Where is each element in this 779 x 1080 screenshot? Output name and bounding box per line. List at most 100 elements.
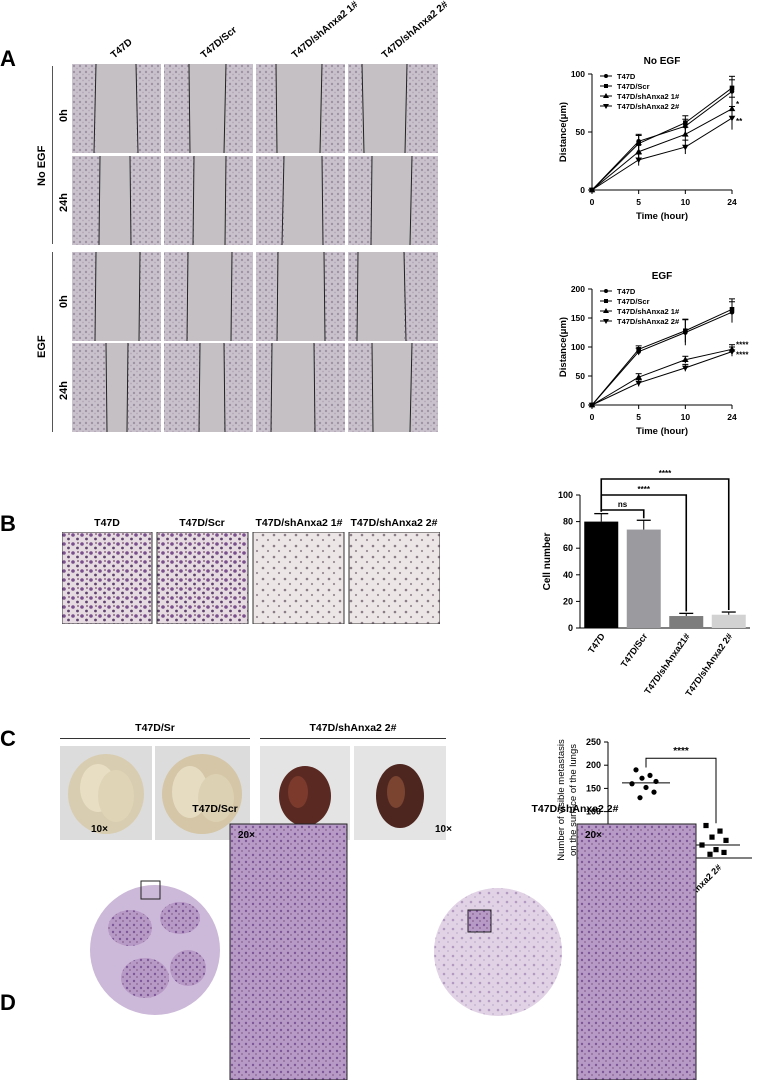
data-point: [635, 157, 642, 164]
lung-group-line-scr: [60, 738, 250, 739]
data-point: [651, 789, 657, 795]
data-point: [636, 347, 641, 352]
data-point: [636, 141, 641, 146]
series-line: [591, 311, 733, 406]
series-line: [591, 117, 733, 191]
x-tick-label: 24: [727, 197, 737, 207]
panel-label-d: D: [0, 990, 16, 1015]
significance-label: ns: [618, 500, 628, 509]
transwell-images: [62, 532, 440, 624]
wound-grid: [72, 64, 438, 432]
significance-mark: *: [736, 100, 740, 109]
x-tick-label: 10: [681, 412, 691, 422]
bar: [711, 614, 746, 628]
column-header-shanxa2-1: T47D/shAnxa2 1#: [289, 0, 361, 61]
transwell-label-shanxa2-1: T47D/shAnxa2 1#: [255, 517, 343, 529]
y-tick-label: 200: [571, 284, 585, 294]
significance-mark: **: [736, 117, 743, 126]
bar: [584, 521, 619, 628]
data-point: [635, 373, 642, 380]
legend-marker: [604, 84, 608, 88]
data-point: [729, 307, 735, 312]
transwell-label-shanxa2-2: T47D/shAnxa2 2#: [350, 517, 438, 529]
svg-text:20×: 20×: [238, 830, 255, 841]
group-label-no-egf: No EGF: [36, 145, 48, 186]
series-line: [591, 308, 733, 406]
data-point: [635, 148, 642, 155]
legend-marker: [604, 299, 608, 303]
series-line: [591, 90, 733, 191]
y-tick-label: 40: [563, 570, 573, 580]
data-point: [643, 784, 649, 791]
time-label-0h-egf: 0h: [58, 295, 70, 308]
significance-mark: ****: [736, 351, 749, 360]
data-point: [728, 349, 736, 355]
magnification-label-left-10x: 10×: [91, 824, 108, 835]
magnification-label-right-10x: 10×: [435, 824, 452, 835]
legend-entry: T47D/shAnxa2 1#: [617, 307, 680, 316]
data-point: [588, 187, 596, 194]
data-point: [682, 131, 689, 137]
chart-title: No EGF: [644, 56, 681, 67]
y-tick-label: 50: [576, 371, 586, 381]
lung-photos: [60, 746, 446, 840]
data-point: [682, 356, 689, 363]
data-point: [639, 775, 645, 781]
histology-title-shanxa2: T47D/shAnxa2 2#: [531, 803, 619, 815]
y-tick-label: 80: [563, 517, 573, 527]
x-tick-label: 10: [681, 197, 691, 207]
data-point: [709, 834, 715, 840]
histology-title-scr: T47D/Scr: [192, 803, 238, 815]
data-point: [723, 837, 729, 843]
y-tick-label: 100: [586, 807, 601, 817]
legend-entry: T47D/Scr: [617, 82, 650, 91]
data-point: [683, 120, 688, 126]
legend-marker: [604, 289, 608, 293]
significance-bracket: [600, 478, 730, 611]
data-point: [682, 365, 689, 372]
legend-entry: T47D/shAnxa2 2#: [617, 317, 680, 326]
group-bracket-no-egf: [52, 66, 53, 244]
group-bracket-egf: [52, 252, 53, 432]
y-tick-label: 0: [580, 400, 585, 410]
x-tick-label: 5: [636, 412, 641, 422]
x-tick-label: T47D: [586, 631, 607, 655]
data-point: [629, 781, 635, 787]
y-tick-label: 100: [571, 69, 585, 79]
lung-group-line-shanxa2: [260, 738, 446, 739]
time-label-24h-no-egf: 24h: [58, 193, 70, 212]
significance-label: ****: [659, 469, 672, 478]
y-tick-label: 0: [568, 623, 573, 633]
significance-bracket: [645, 757, 717, 824]
x-tick-label: T47D/Scr: [619, 631, 650, 669]
series-line: [591, 348, 733, 406]
column-header-t47d: T47D: [108, 36, 135, 61]
data-point: [721, 849, 727, 856]
y-axis-label: Number of visible metastasison the surfa…: [556, 739, 579, 861]
y-axis-label: Distance(μm): [558, 317, 569, 377]
data-point: [728, 115, 736, 122]
data-point: [682, 144, 689, 151]
series-line: [591, 108, 733, 191]
y-tick-label: 100: [558, 490, 573, 500]
line-chart-no-egf: No EGF 0 50 100 0 5 10 24 Time (hour) Distance(μm…: [558, 56, 743, 222]
x-tick-label: 0: [590, 197, 595, 207]
y-tick-label: 50: [576, 127, 586, 137]
y-tick-label: 20: [563, 596, 573, 606]
x-axis-label: Time (hour): [636, 211, 688, 222]
y-tick-label: 150: [586, 783, 601, 793]
group-label-egf: EGF: [36, 335, 48, 358]
x-tick-label: 0: [590, 412, 595, 422]
data-point: [713, 847, 719, 853]
x-tick-label: T47D/shAnxa2 2#: [683, 631, 734, 698]
y-tick-label: 150: [571, 313, 585, 323]
bar: [626, 529, 661, 628]
significance-mark: ****: [736, 340, 749, 349]
y-tick-label: 60: [563, 543, 573, 553]
transwell-label-t47d: T47D: [94, 517, 120, 529]
legend-entry: T47D/shAnxa2 1#: [617, 92, 680, 101]
legend-marker: [603, 319, 609, 324]
line-chart-egf: EGF 0 50 100 150 200 0 5 10 24 Time (hour) Distance…: [558, 271, 749, 437]
significance-label: ****: [638, 485, 651, 494]
